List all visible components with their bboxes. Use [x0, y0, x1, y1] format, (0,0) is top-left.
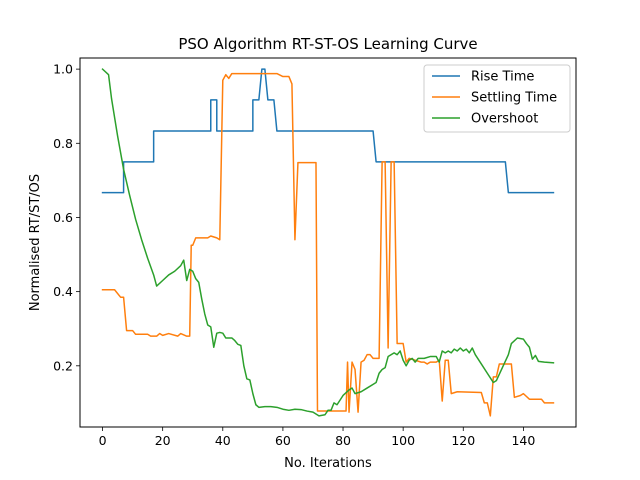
x-axis-label: No. Iterations	[284, 456, 372, 471]
legend-label-overshoot: Overshoot	[471, 112, 538, 127]
x-tick-label: 20	[155, 433, 171, 448]
x-tick-label: 120	[451, 433, 475, 448]
legend-label-rise-time: Rise Time	[471, 70, 534, 85]
x-tick-label: 0	[99, 433, 107, 448]
y-tick-label: 0.2	[53, 358, 73, 373]
series-line-overshoot	[101, 68, 555, 417]
y-tick-label: 0.6	[53, 210, 73, 225]
x-axis-ticks: 0 20 40 60 80 100 120 140	[99, 427, 535, 448]
legend: Rise Time Settling Time Overshoot	[423, 64, 571, 133]
legend-entries: Rise Time Settling Time Overshoot	[432, 70, 557, 127]
x-tick-label: 60	[275, 433, 291, 448]
x-tick-label: 80	[335, 433, 351, 448]
series-line-settling-time	[101, 72, 555, 417]
series-layer	[101, 68, 555, 417]
series-line-rise-time	[101, 68, 555, 194]
x-tick-label: 100	[391, 433, 415, 448]
y-axis-label: Normalised RT/ST/OS	[28, 174, 43, 311]
y-tick-label: 0.8	[53, 136, 73, 151]
legend-box	[423, 64, 571, 133]
y-tick-label: 1.0	[53, 62, 73, 77]
plot-frame	[79, 57, 577, 428]
y-axis-ticks: 0.2 0.4 0.6 0.8 1.0	[53, 62, 80, 373]
x-tick-label: 40	[215, 433, 231, 448]
chart-title: PSO Algorithm RT-ST-OS Learning Curve	[178, 35, 477, 53]
legend-label-settling-time: Settling Time	[471, 91, 557, 106]
x-tick-label: 140	[511, 433, 535, 448]
y-tick-label: 0.4	[53, 284, 73, 299]
